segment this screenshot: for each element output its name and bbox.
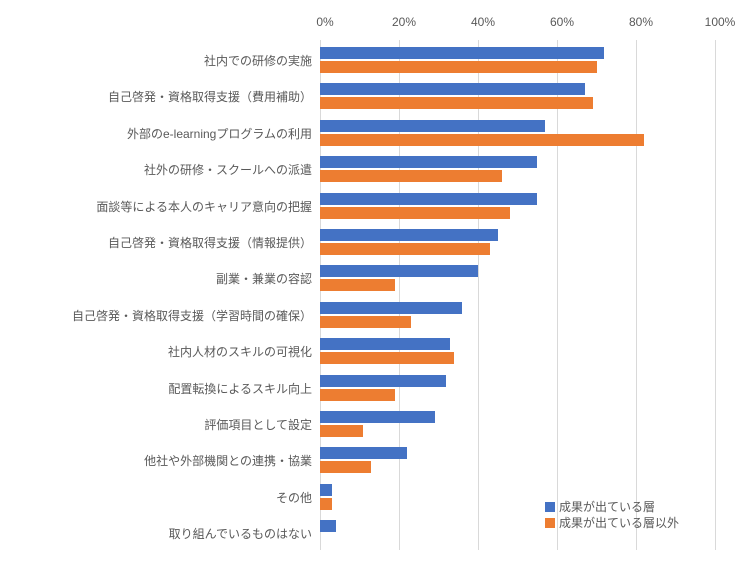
- legend-label: 成果が出ている層以外: [559, 516, 679, 530]
- chart-area: 0% 20% 40% 60% 80% 100% 社内での研修の実施自己啓発・資格取得支援（費…: [0, 0, 750, 570]
- bar: [320, 47, 604, 59]
- bar: [320, 243, 490, 255]
- category-label: 自己啓発・資格取得支援（情報提供）: [108, 234, 312, 251]
- bar: [320, 265, 478, 277]
- bar: [320, 120, 545, 132]
- gridline: [636, 40, 637, 550]
- legend-swatch: [545, 518, 555, 528]
- category-label: その他: [276, 489, 312, 506]
- x-tick-label: 40%: [463, 15, 503, 29]
- gridline: [399, 40, 400, 550]
- bar: [320, 316, 411, 328]
- x-tick-label: 80%: [621, 15, 661, 29]
- bar: [320, 461, 371, 473]
- bar: [320, 61, 597, 73]
- category-label: 社外の研修・スクールへの派遣: [144, 161, 312, 178]
- bar: [320, 484, 332, 496]
- category-label: 自己啓発・資格取得支援（費用補助）: [108, 88, 312, 105]
- category-label: 面談等による本人のキャリア意向の把握: [96, 198, 312, 215]
- category-label: 評価項目として設定: [204, 416, 312, 433]
- category-label: 社内人材のスキルの可視化: [168, 343, 312, 360]
- bar: [320, 411, 435, 423]
- bar: [320, 229, 498, 241]
- bar: [320, 156, 537, 168]
- category-label: 自己啓発・資格取得支援（学習時間の確保）: [72, 307, 312, 324]
- bar: [320, 302, 462, 314]
- gridline: [557, 40, 558, 550]
- bar: [320, 279, 395, 291]
- bar: [320, 207, 510, 219]
- bar: [320, 498, 332, 510]
- bar: [320, 520, 336, 532]
- gridline: [320, 40, 321, 550]
- category-label: 配置転換によるスキル向上: [168, 380, 312, 397]
- bar: [320, 389, 395, 401]
- bar: [320, 193, 537, 205]
- legend-swatch: [545, 502, 555, 512]
- legend-label: 成果が出ている層: [559, 500, 655, 514]
- bar: [320, 170, 502, 182]
- bar: [320, 134, 644, 146]
- bar: [320, 425, 363, 437]
- x-tick-label: 0%: [305, 15, 345, 29]
- x-tick-label: 20%: [384, 15, 424, 29]
- bar: [320, 83, 585, 95]
- category-label: 副業・兼業の容認: [216, 270, 312, 287]
- category-label: 社内での研修の実施: [204, 52, 312, 69]
- x-tick-label: 60%: [542, 15, 582, 29]
- bar: [320, 375, 446, 387]
- bar: [320, 97, 593, 109]
- gridline: [478, 40, 479, 550]
- bar: [320, 352, 454, 364]
- x-tick-label: 100%: [700, 15, 740, 29]
- legend-item: 成果が出ている層: [545, 498, 655, 515]
- bar: [320, 338, 450, 350]
- category-label: 取り組んでいるものはない: [169, 525, 312, 542]
- gridline: [715, 40, 716, 550]
- category-label: 他社や外部機関との連携・協業: [144, 452, 312, 469]
- category-label: 外部のe-learningプログラムの利用: [127, 125, 312, 142]
- bar: [320, 447, 407, 459]
- legend-item: 成果が出ている層以外: [545, 514, 679, 531]
